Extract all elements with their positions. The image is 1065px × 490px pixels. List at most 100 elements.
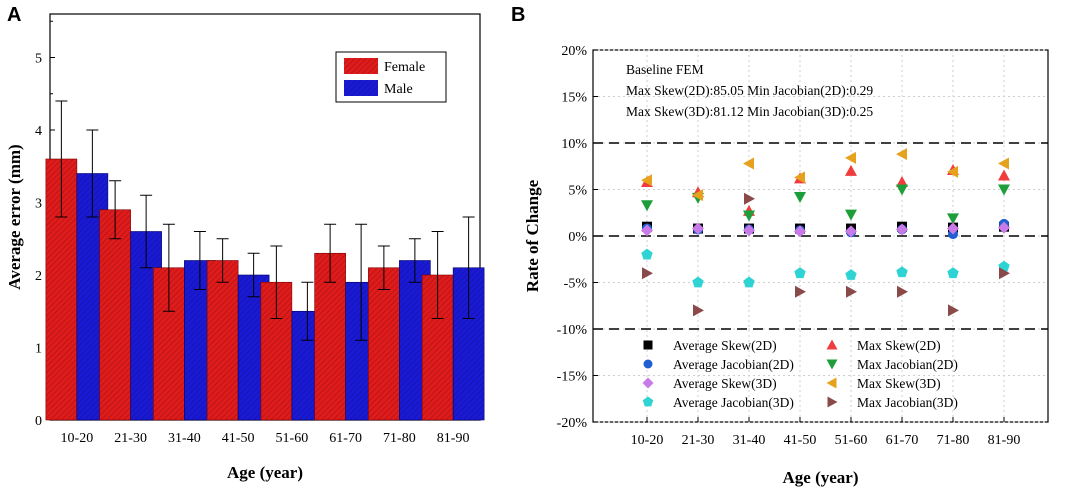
legend-label-average-jacobian2d: Average Jacobian(2D) (673, 357, 794, 372)
legend-marker-average-jacobian3d (642, 396, 654, 407)
point-average-skew3d (794, 225, 806, 238)
point-max-jacobian3d (948, 304, 959, 317)
point-average-skew3d (896, 223, 908, 236)
y-tick-label-a: 5 (35, 52, 42, 67)
x-tick-label-b: 51-60 (835, 433, 868, 448)
y-tick-label-a: 2 (35, 269, 42, 284)
x-tick-label-a: 51-60 (276, 431, 309, 446)
legend-label-male: Male (384, 82, 413, 97)
point-max-skew3d (947, 165, 958, 178)
y-tick-label-b: 10% (561, 137, 587, 152)
legend-label-average-skew3d: Average Skew(3D) (673, 376, 777, 391)
legend-label-max-jacobian2d: Max Jacobian(2D) (857, 357, 958, 372)
point-max-jacobian2d (743, 210, 755, 222)
point-max-jacobian3d (846, 285, 857, 298)
panel-a-label: A (7, 4, 22, 26)
y-axis-title-a: Average error (mm) (5, 144, 24, 289)
point-max-skew3d (896, 148, 907, 161)
y-tick-label-b: -5% (564, 277, 588, 292)
x-tick-label-a: 31-40 (168, 431, 201, 446)
point-max-jacobian2d (947, 213, 959, 225)
point-max-jacobian3d (999, 267, 1010, 280)
x-tick-label-a: 21-30 (114, 431, 147, 446)
point-average-jacobian3d (692, 276, 704, 288)
x-tick-label-b: 61-70 (886, 433, 919, 448)
point-average-jacobian3d (743, 276, 755, 288)
point-max-skew3d (794, 171, 805, 184)
y-tick-label-b: 20% (561, 44, 587, 59)
point-average-skew3d (692, 222, 704, 235)
x-tick-label-a: 71-80 (383, 431, 416, 446)
point-max-jacobian3d (795, 285, 806, 298)
y-tick-label-b: 15% (561, 91, 587, 106)
bar-chart-average-error: 0 1 2 3 4 5 10-20 21-30 31-40 41-50 51-60 61-70 71-8… (5, 13, 485, 482)
y-tick-label-a: 1 (35, 342, 42, 357)
y-tick-label-b: -10% (557, 323, 588, 338)
point-max-jacobian2d (641, 200, 653, 212)
legend-marker-average-skew3d (642, 377, 654, 389)
point-average-jacobian3d (641, 248, 653, 260)
x-axis-title-a: Age (year) (227, 463, 303, 482)
x-tick-label-a: 10-20 (61, 431, 94, 446)
annotation-line-3: Max Skew(3D):81.12 Min Jacobian(3D):0.25 (626, 104, 873, 119)
y-tick-label-a: 0 (35, 414, 42, 429)
annotation-line-2: Max Skew(2D):85.05 Min Jacobian(2D):0.29 (626, 83, 873, 98)
legend-marker-average-jacobian2d (643, 359, 653, 369)
legend-swatch-female (344, 58, 378, 74)
legend-marker-max-jacobian3d (827, 396, 838, 408)
legend-marker-max-skew3d (826, 377, 837, 389)
point-max-jacobian2d (845, 209, 857, 221)
point-average-skew3d (947, 222, 959, 235)
point-average-jacobian3d (896, 266, 908, 278)
point-max-skew2d (998, 169, 1010, 181)
point-max-skew2d (845, 164, 857, 176)
legend-label-max-skew3d: Max Skew(3D) (857, 376, 941, 391)
x-tick-label-a: 61-70 (329, 431, 362, 446)
x-axis-title-b: Age (year) (783, 468, 859, 487)
point-max-skew3d (845, 151, 856, 164)
legend-marker-max-skew2d (826, 339, 838, 350)
y-tick-label-b: 5% (568, 184, 587, 199)
x-tick-label-b: 21-30 (682, 433, 715, 448)
point-max-skew2d (896, 176, 908, 188)
x-tick-label-b: 31-40 (733, 433, 766, 448)
point-max-jacobian2d (998, 184, 1010, 196)
y-axis-title-b: Rate of Change (523, 179, 542, 292)
point-max-jacobian3d (642, 267, 653, 280)
legend-marker-average-skew2d (643, 340, 653, 350)
point-average-skew3d (641, 224, 653, 237)
point-max-jacobian2d (896, 184, 908, 196)
point-max-skew3d (998, 157, 1009, 170)
x-tick-label-b: 71-80 (937, 433, 970, 448)
point-max-skew3d (692, 189, 703, 202)
x-tick-label-b: 81-90 (988, 433, 1021, 448)
point-average-jacobian3d (794, 267, 806, 279)
point-max-skew3d (641, 174, 652, 187)
legend-label-average-jacobian3d: Average Jacobian(3D) (673, 395, 794, 410)
legend-swatch-male (344, 80, 378, 96)
point-max-jacobian2d (794, 191, 806, 203)
x-tick-label-b: 10-20 (631, 433, 664, 448)
point-max-skew3d (743, 157, 754, 170)
y-tick-label-b: -20% (557, 416, 588, 431)
legend-label-max-skew2d: Max Skew(2D) (857, 338, 941, 353)
x-tick-label-b: 41-50 (784, 433, 817, 448)
legend-marker-max-jacobian2d (826, 359, 838, 370)
y-tick-label-a: 3 (35, 197, 42, 212)
y-tick-label-b: 0% (568, 230, 587, 245)
legend-label-max-jacobian3d: Max Jacobian(3D) (857, 395, 958, 410)
x-tick-label-a: 81-90 (437, 431, 470, 446)
x-tick-label-a: 41-50 (222, 431, 255, 446)
point-max-jacobian3d (693, 304, 704, 317)
annotation-line-1: Baseline FEM (626, 62, 704, 77)
y-tick-label-a: 4 (35, 124, 42, 139)
point-average-skew3d (845, 225, 857, 238)
y-tick-label-b: -15% (557, 370, 588, 385)
panel-b-label: B (511, 4, 526, 26)
point-average-skew3d (743, 224, 755, 237)
legend-label-female: Female (384, 60, 425, 75)
point-max-jacobian3d (897, 285, 908, 298)
point-average-jacobian3d (947, 267, 959, 279)
point-max-jacobian3d (744, 192, 755, 205)
